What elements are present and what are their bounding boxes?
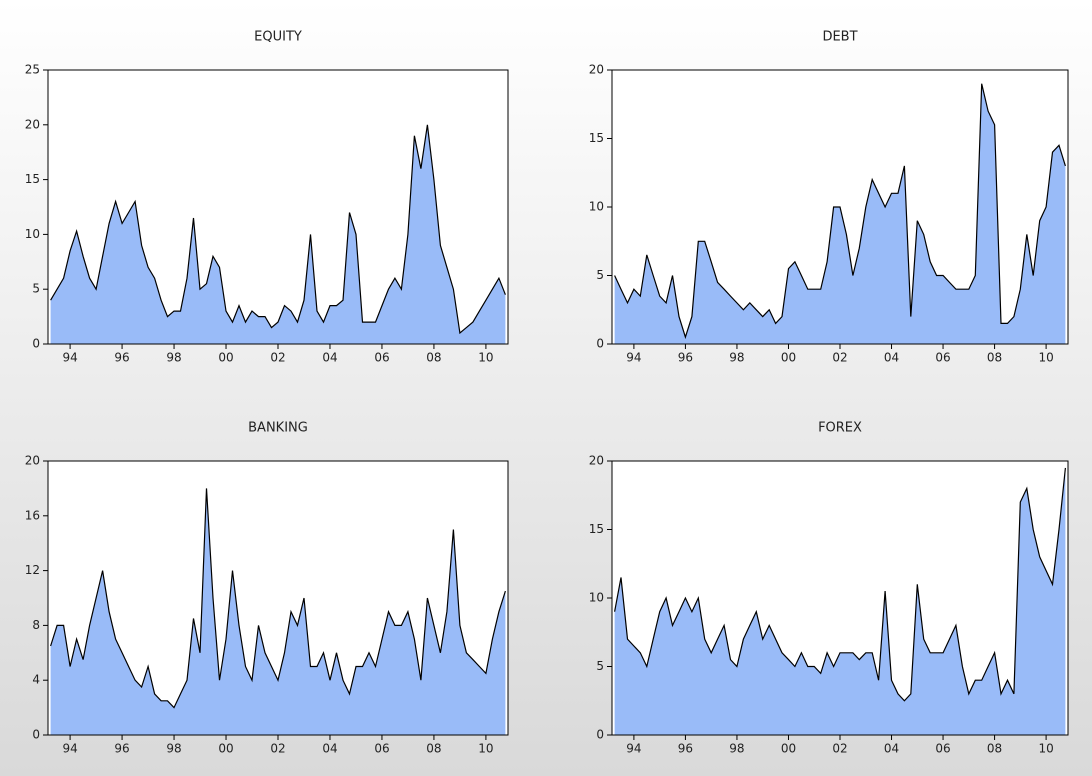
y-tick-label: 5 [596,268,604,282]
y-tick-label: 25 [25,63,40,77]
y-tick-label: 20 [589,454,604,468]
line [50,124,506,335]
chart-title: BANKING [248,421,308,436]
x-tick-label: 02 [832,742,847,756]
line [614,83,1066,340]
x-tick-label: 94 [62,742,77,756]
x-tick-label: 04 [322,351,337,365]
area [614,467,1066,735]
y-tick-label: 15 [25,172,40,186]
x-tick-label: 96 [114,742,129,756]
x-tick-label: 94 [62,351,77,365]
x-tick-label: 98 [729,742,744,756]
x-tick-label: 00 [218,351,233,365]
x-tick-label: 08 [987,742,1002,756]
x-tick-label: 08 [426,742,441,756]
line [50,488,506,709]
y-tick-label: 15 [589,131,604,145]
y-tick-label: 8 [32,618,40,632]
x-tick-label: 10 [1038,742,1053,756]
y-tick-label: 5 [596,659,604,673]
y-tick-label: 20 [25,454,40,468]
area [50,124,506,344]
x-tick-label: 10 [1038,351,1053,365]
y-tick-label: 10 [589,200,604,214]
y-tick-label: 15 [589,522,604,536]
chart-title: EQUITY [254,30,302,45]
x-tick-label: 04 [884,351,899,365]
y-tick-label: 10 [589,591,604,605]
y-tick-label: 0 [596,728,604,742]
y-tick-label: 4 [32,673,40,687]
y-tick-label: 20 [25,117,40,131]
y-tick-label: 20 [589,63,604,77]
x-tick-label: 94 [626,351,641,365]
x-tick-label: 10 [478,351,493,365]
x-tick-label: 08 [426,351,441,365]
line [614,467,1066,702]
y-tick-label: 5 [32,282,40,296]
y-tick-label: 0 [596,337,604,351]
x-tick-label: 06 [935,742,950,756]
x-tick-label: 98 [729,351,744,365]
y-tick-label: 10 [25,227,40,241]
x-tick-label: 02 [270,351,285,365]
x-tick-label: 98 [166,351,181,365]
x-tick-label: 94 [626,742,641,756]
x-tick-label: 02 [832,351,847,365]
x-tick-label: 96 [678,351,693,365]
chart-title: DEBT [822,30,857,45]
x-tick-label: 04 [322,742,337,756]
y-tick-label: 0 [32,728,40,742]
x-tick-label: 06 [935,351,950,365]
x-tick-label: 98 [166,742,181,756]
x-tick-label: 00 [218,742,233,756]
x-tick-label: 06 [374,742,389,756]
x-tick-label: 96 [114,351,129,365]
x-tick-label: 08 [987,351,1002,365]
area [614,83,1066,344]
x-tick-label: 06 [374,351,389,365]
x-tick-label: 00 [781,742,796,756]
x-tick-label: 04 [884,742,899,756]
y-tick-label: 16 [25,508,40,522]
chart-title: FOREX [818,421,862,436]
x-tick-label: 00 [781,351,796,365]
x-tick-label: 96 [678,742,693,756]
y-tick-label: 12 [25,563,40,577]
x-tick-label: 02 [270,742,285,756]
y-tick-label: 0 [32,337,40,351]
x-tick-label: 10 [478,742,493,756]
area [50,488,506,735]
